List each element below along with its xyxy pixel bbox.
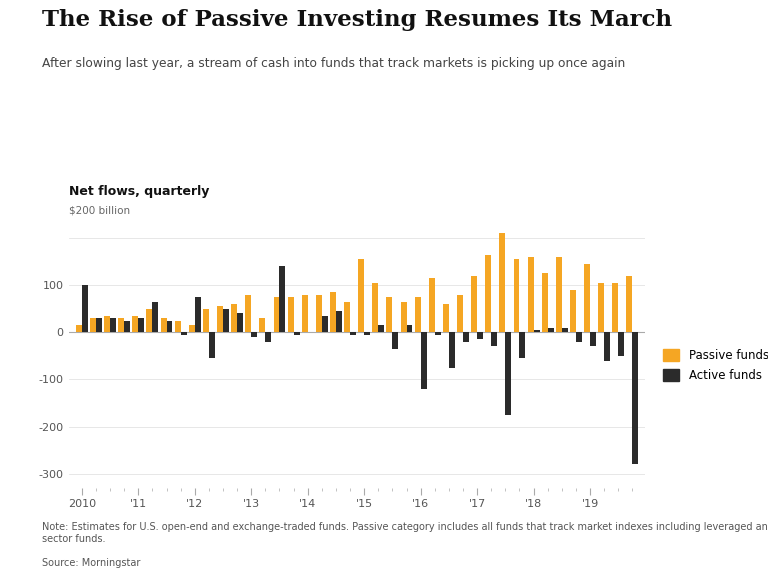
Bar [302, 294, 308, 332]
Bar [449, 332, 455, 368]
Bar [96, 318, 102, 332]
Bar [562, 328, 568, 332]
Legend: Passive funds, Active funds: Passive funds, Active funds [663, 348, 768, 382]
Bar [584, 264, 590, 332]
Bar [175, 320, 180, 332]
Bar [534, 330, 540, 332]
Bar [421, 332, 426, 389]
Bar [350, 332, 356, 335]
Bar [161, 318, 167, 332]
Bar [273, 297, 280, 332]
Bar [519, 332, 525, 358]
Bar [266, 332, 271, 342]
Text: Source: Morningstar: Source: Morningstar [42, 558, 141, 568]
Bar [322, 316, 328, 332]
Bar [590, 332, 596, 347]
Bar [152, 302, 158, 332]
Bar [477, 332, 483, 339]
Bar [189, 325, 195, 332]
Bar [485, 254, 492, 332]
Bar [245, 294, 251, 332]
Bar [251, 332, 257, 337]
Bar [76, 325, 82, 332]
Bar [203, 309, 209, 332]
Bar [336, 311, 342, 332]
Bar [457, 294, 463, 332]
Text: Note: Estimates for U.S. open-end and exchange-traded funds. Passive category in: Note: Estimates for U.S. open-end and ex… [42, 522, 768, 544]
Bar [223, 309, 229, 332]
Bar [110, 318, 116, 332]
Text: Net flows, quarterly: Net flows, quarterly [69, 185, 210, 198]
Bar [386, 297, 392, 332]
Bar [505, 332, 511, 415]
Bar [401, 302, 406, 332]
Bar [293, 332, 300, 335]
Text: $200 billion: $200 billion [69, 205, 131, 215]
Bar [237, 313, 243, 332]
Bar [132, 316, 138, 332]
Bar [429, 278, 435, 332]
Bar [541, 273, 548, 332]
Bar [472, 276, 477, 332]
Bar [598, 283, 604, 332]
Bar [435, 332, 441, 335]
Bar [104, 316, 110, 332]
Bar [392, 332, 399, 349]
Bar [632, 332, 638, 464]
Bar [167, 320, 173, 332]
Bar [618, 332, 624, 356]
Bar [288, 297, 293, 332]
Bar [415, 297, 421, 332]
Bar [443, 304, 449, 332]
Text: The Rise of Passive Investing Resumes Its March: The Rise of Passive Investing Resumes It… [42, 9, 672, 30]
Bar [358, 259, 364, 332]
Bar [124, 320, 130, 332]
Bar [379, 325, 384, 332]
Bar [548, 328, 554, 332]
Bar [316, 294, 322, 332]
Bar [280, 266, 286, 332]
Bar [499, 233, 505, 332]
Bar [556, 257, 562, 332]
Bar [372, 283, 379, 332]
Bar [217, 307, 223, 332]
Bar [570, 290, 576, 332]
Text: After slowing last year, a stream of cash into funds that track markets is picki: After slowing last year, a stream of cas… [42, 57, 625, 71]
Bar [492, 332, 497, 347]
Bar [195, 297, 200, 332]
Bar [147, 309, 152, 332]
Bar [118, 318, 124, 332]
Bar [138, 318, 144, 332]
Bar [528, 257, 534, 332]
Bar [209, 332, 215, 358]
Bar [260, 318, 266, 332]
Bar [364, 332, 370, 335]
Bar [406, 325, 412, 332]
Bar [463, 332, 469, 342]
Bar [627, 276, 632, 332]
Bar [90, 318, 96, 332]
Bar [604, 332, 610, 360]
Bar [344, 302, 350, 332]
Bar [330, 292, 336, 332]
Bar [514, 259, 519, 332]
Bar [180, 332, 187, 335]
Bar [576, 332, 582, 342]
Bar [231, 304, 237, 332]
Bar [82, 285, 88, 332]
Bar [612, 283, 618, 332]
